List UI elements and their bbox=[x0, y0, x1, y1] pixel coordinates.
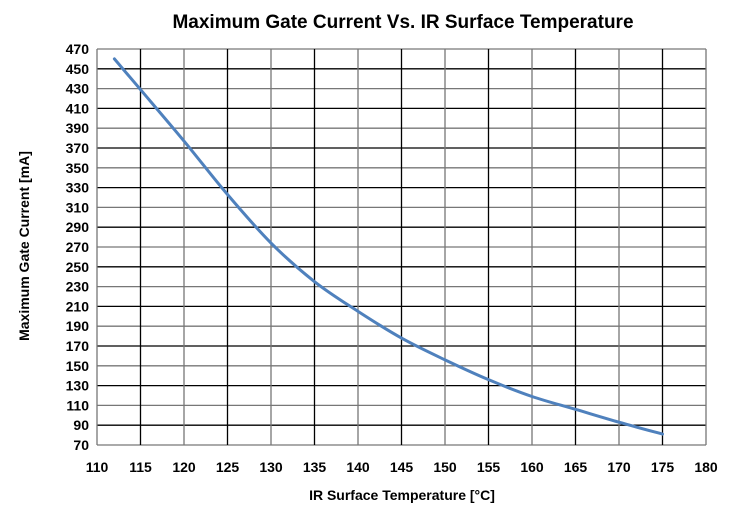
x-tick-label: 140 bbox=[346, 459, 370, 475]
grid bbox=[96, 48, 707, 446]
y-tick-label: 450 bbox=[66, 61, 90, 77]
y-tick-labels: 70 90 110 130 150 170 190 210 230 250 270 290 310 330… bbox=[66, 41, 90, 453]
y-tick-label: 350 bbox=[66, 160, 90, 176]
x-tick-label: 170 bbox=[607, 459, 631, 475]
series-group bbox=[112, 57, 664, 436]
x-tick-label: 155 bbox=[477, 459, 501, 475]
x-tick-label: 150 bbox=[433, 459, 457, 475]
x-tick-label: 130 bbox=[259, 459, 283, 475]
y-tick-label: 270 bbox=[66, 239, 90, 255]
y-axis-label: Maximum Gate Current [mA] bbox=[16, 151, 32, 341]
series-line bbox=[112, 57, 664, 436]
y-tick-label: 210 bbox=[66, 298, 90, 314]
y-tick-label: 190 bbox=[66, 318, 90, 334]
y-tick-label: 150 bbox=[66, 358, 90, 374]
x-tick-label: 175 bbox=[651, 459, 675, 475]
y-tick-label: 170 bbox=[66, 338, 90, 354]
y-tick-label: 310 bbox=[66, 199, 90, 215]
y-tick-label: 90 bbox=[73, 417, 89, 433]
x-tick-label: 115 bbox=[129, 459, 152, 475]
y-tick-label: 390 bbox=[66, 120, 90, 136]
y-tick-label: 330 bbox=[66, 180, 90, 196]
x-tick-label: 160 bbox=[520, 459, 544, 475]
y-tick-label: 110 bbox=[66, 397, 89, 413]
chart-title: Maximum Gate Current Vs. IR Surface Temp… bbox=[172, 12, 633, 33]
x-tick-labels: 110 115 120 125 130 135 140 145 150 155 160 165 170 1… bbox=[86, 459, 718, 475]
x-tick-label: 135 bbox=[303, 459, 327, 475]
x-tick-label: 120 bbox=[172, 459, 196, 475]
y-tick-label: 470 bbox=[66, 41, 90, 57]
y-tick-label: 250 bbox=[66, 259, 90, 275]
y-tick-label: 430 bbox=[66, 81, 90, 97]
y-tick-label: 290 bbox=[66, 219, 90, 235]
y-tick-label: 370 bbox=[66, 140, 90, 156]
y-tick-label: 70 bbox=[73, 437, 89, 453]
y-tick-label: 410 bbox=[66, 100, 90, 116]
x-tick-label: 165 bbox=[564, 459, 588, 475]
y-tick-label: 130 bbox=[66, 378, 90, 394]
x-tick-label: 145 bbox=[390, 459, 414, 475]
x-axis-label: IR Surface Temperature [°C] bbox=[309, 487, 495, 503]
x-tick-label: 125 bbox=[216, 459, 240, 475]
x-tick-label: 110 bbox=[86, 459, 109, 475]
y-tick-label: 230 bbox=[66, 279, 90, 295]
x-tick-label: 180 bbox=[694, 459, 718, 475]
